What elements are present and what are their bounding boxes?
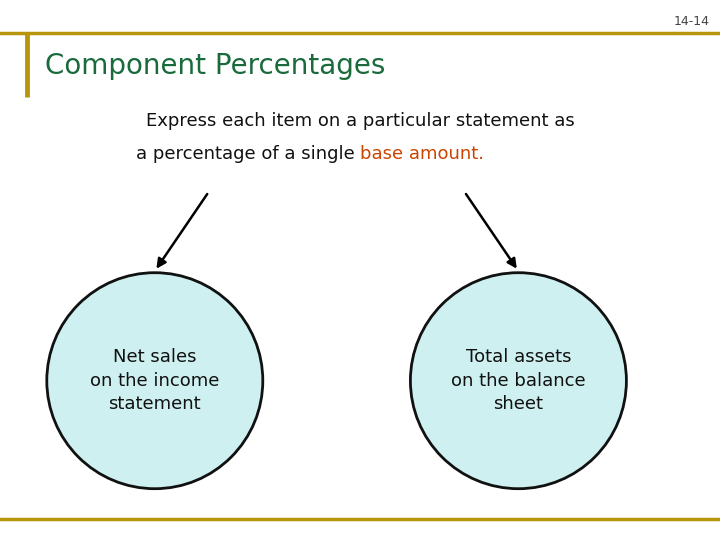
Text: Express each item on a particular statement as: Express each item on a particular statem… bbox=[145, 112, 575, 131]
Text: 14-14: 14-14 bbox=[673, 15, 709, 28]
Text: Component Percentages: Component Percentages bbox=[45, 52, 385, 80]
Ellipse shape bbox=[410, 273, 626, 489]
Text: Net sales
on the income
statement: Net sales on the income statement bbox=[90, 348, 220, 413]
Text: a percentage of a single: a percentage of a single bbox=[135, 145, 360, 163]
Text: Total assets
on the balance
sheet: Total assets on the balance sheet bbox=[451, 348, 585, 413]
Text: base amount.: base amount. bbox=[360, 145, 484, 163]
Ellipse shape bbox=[47, 273, 263, 489]
